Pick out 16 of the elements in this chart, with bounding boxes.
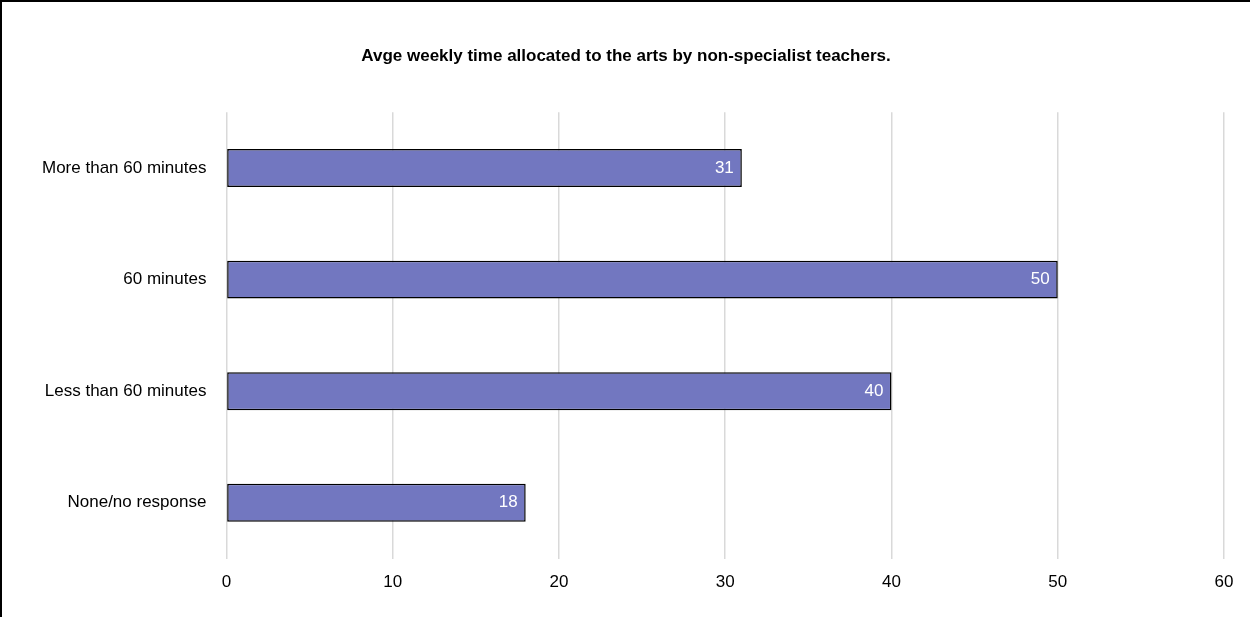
data-label: 50 xyxy=(1030,269,1050,289)
x-tick-label: 20 xyxy=(549,572,569,592)
x-tick-label: 40 xyxy=(882,572,901,592)
x-tick-label: 0 xyxy=(221,572,232,592)
x-tick-label: 30 xyxy=(715,572,735,592)
y-tick-label: More than 60 minutes xyxy=(42,157,207,177)
data-label: 40 xyxy=(864,380,884,400)
chart-title: Avge weekly time allocated to the arts by non-specialist teachers. xyxy=(360,46,892,66)
x-tick-label: 10 xyxy=(383,572,403,592)
y-tick-label: Less than 60 minutes xyxy=(44,380,207,400)
x-tick-label: 60 xyxy=(1214,572,1234,592)
y-tick-label: None/no response xyxy=(67,492,207,512)
data-label: 31 xyxy=(714,157,734,177)
y-tick-label: 60 minutes xyxy=(123,269,207,289)
data-label: 18 xyxy=(498,492,518,512)
x-tick-label: 50 xyxy=(1048,572,1068,592)
